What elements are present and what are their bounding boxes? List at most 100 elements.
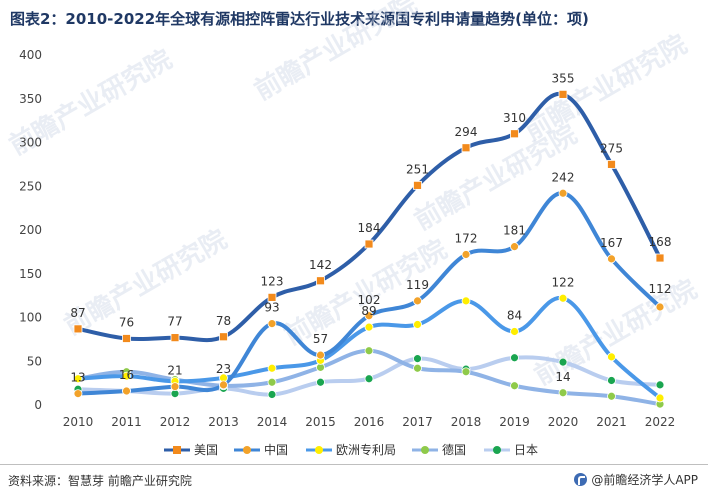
marker-0-1 — [122, 334, 131, 343]
data-label-0-2: 77 — [167, 315, 182, 329]
y-tick-label: 200 — [19, 223, 42, 237]
watermark-text: 前瞻产业研究院 — [519, 29, 692, 147]
marker-0-9 — [510, 129, 519, 139]
marker-1-7 — [413, 296, 422, 306]
chart-title: 图表2：2010-2022年全球有源相控阵雷达行业技术来源国专利申请量趋势(单位… — [10, 10, 589, 28]
marker-2-1 — [122, 371, 131, 381]
marker-2-11 — [607, 352, 616, 362]
marker-4-5 — [316, 377, 325, 387]
source-note: 资料来源：智慧芽 前瞻产业研究院 — [8, 474, 192, 488]
brand-credit: @前瞻经济学人APP — [574, 471, 698, 488]
x-tick-label: 2013 — [208, 415, 239, 429]
watermark-text: 前瞻产业研究院 — [59, 224, 232, 342]
marker-2-8 — [461, 296, 471, 306]
data-label-1-3: 23 — [216, 362, 231, 376]
y-tick-label: 50 — [27, 354, 42, 368]
x-tick-label: 2016 — [354, 415, 385, 429]
data-label-2-10: 122 — [552, 275, 575, 289]
marker-0-5 — [316, 276, 325, 286]
data-label-1-4: 93 — [264, 301, 279, 315]
legend-swatch-marker — [421, 446, 429, 454]
marker-2-6 — [364, 322, 374, 332]
data-label-0-5: 142 — [309, 258, 332, 272]
data-label-1-0: 13 — [70, 371, 85, 385]
marker-2-7 — [413, 320, 422, 329]
x-tick-label: 2020 — [548, 415, 579, 429]
marker-0-2 — [170, 333, 180, 343]
marker-1-5 — [316, 350, 325, 360]
marker-0-7 — [413, 180, 422, 190]
x-tick-label: 2011 — [111, 415, 142, 429]
brand-text: @前瞻经济学人APP — [591, 473, 698, 487]
y-tick-label: 300 — [19, 136, 42, 150]
data-label-0-10: 355 — [552, 71, 575, 85]
marker-0-4 — [267, 292, 277, 302]
data-label-1-5: 57 — [313, 332, 328, 346]
data-label-1-9: 181 — [503, 224, 526, 238]
legend-swatch-marker — [493, 446, 501, 454]
marker-0-8 — [461, 143, 471, 153]
marker-4-11 — [607, 376, 616, 385]
marker-2-12 — [655, 393, 665, 403]
data-label-0-8: 294 — [455, 125, 478, 139]
marker-0-6 — [364, 239, 374, 249]
marker-3-6 — [364, 346, 374, 356]
marker-4-12 — [655, 380, 665, 390]
footer-divider — [0, 464, 708, 465]
data-label-0-12: 168 — [649, 235, 672, 249]
marker-0-3 — [219, 332, 228, 342]
watermark-text: 前瞻产业研究院 — [249, 0, 422, 107]
marker-3-4 — [267, 377, 277, 387]
data-label-0-4: 123 — [261, 274, 284, 288]
x-tick-label: 2019 — [499, 415, 530, 429]
x-axis: 2010 2011 2012 2013 2014 2015 2016 2017 2018 2019… — [63, 415, 676, 429]
marker-3-7 — [413, 363, 422, 373]
marker-3-11 — [607, 391, 616, 401]
y-axis: 0 50 100 150 200 250 300 350 400 — [19, 48, 42, 412]
marker-1-6 — [364, 311, 374, 321]
marker-0-12 — [655, 253, 665, 263]
legend-swatch-marker — [173, 446, 181, 454]
x-tick-label: 2012 — [160, 415, 191, 429]
legend-label: 德国 — [442, 442, 466, 457]
marker-1-1 — [122, 386, 131, 396]
y-tick-label: 150 — [19, 267, 42, 281]
x-tick-label: 2022 — [645, 415, 676, 429]
data-label-0-3: 78 — [216, 314, 231, 328]
marker-1-2 — [170, 382, 180, 392]
marker-3-8 — [461, 367, 471, 377]
data-label-0-0: 87 — [70, 306, 85, 320]
marker-2-4 — [267, 363, 277, 373]
legend: 美国 中国 欧洲专利局 德国 日本 — [164, 442, 538, 457]
marker-1-10 — [558, 188, 568, 198]
data-label-1-6: 102 — [358, 293, 381, 307]
marker-1-0 — [73, 389, 83, 399]
marker-4-10 — [558, 357, 568, 367]
legend-label: 美国 — [194, 443, 218, 457]
x-tick-label: 2010 — [63, 415, 94, 429]
marker-4-7 — [413, 354, 422, 364]
y-tick-label: 400 — [19, 48, 42, 62]
y-tick-label: 0 — [34, 398, 42, 412]
marker-3-10 — [558, 388, 568, 398]
y-tick-label: 250 — [19, 179, 42, 193]
data-label-2-6: 89 — [361, 304, 376, 318]
marker-2-0 — [73, 374, 83, 384]
x-tick-label: 2021 — [596, 415, 627, 429]
x-tick-label: 2018 — [451, 415, 482, 429]
data-label-0-11: 275 — [600, 141, 623, 155]
data-label-0-1: 76 — [119, 316, 134, 330]
marker-1-9 — [510, 242, 519, 252]
brand-logo-icon — [574, 473, 588, 486]
data-label-1-1: 16 — [119, 368, 134, 382]
legend-swatch-marker — [243, 446, 251, 454]
marker-2-10 — [558, 293, 568, 303]
marker-1-8 — [461, 250, 471, 259]
y-tick-label: 350 — [19, 92, 42, 106]
marker-4-9 — [510, 353, 519, 363]
data-label-1-7: 119 — [406, 278, 429, 292]
marker-4-4 — [267, 390, 277, 399]
